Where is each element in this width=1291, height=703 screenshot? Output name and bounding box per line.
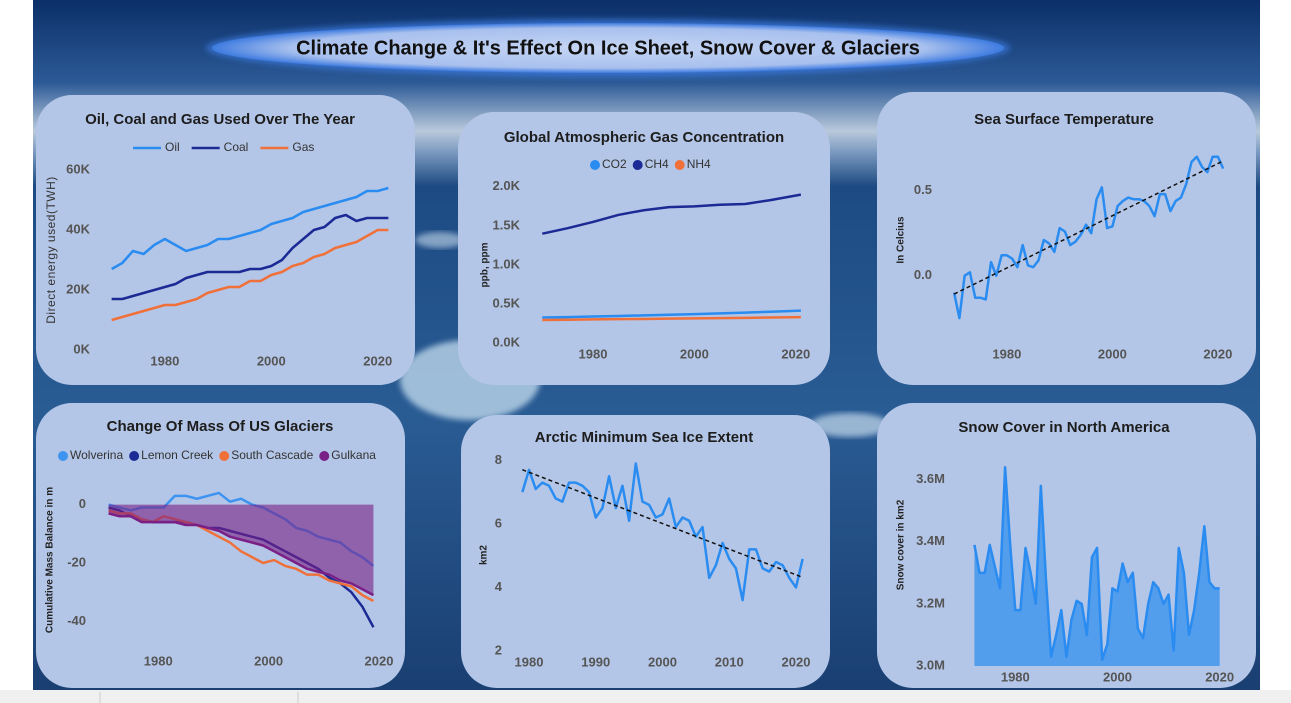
y-tick-label: 60K (66, 161, 90, 176)
legend-marker (674, 160, 685, 170)
x-tick-label: 2000 (680, 346, 709, 361)
x-tick-label: 1980 (150, 353, 179, 368)
y-tick-label: 0K (73, 341, 90, 356)
line (542, 309, 801, 319)
status-bar (0, 690, 1291, 703)
x-tick-label: 1980 (579, 346, 608, 361)
panel (36, 403, 405, 688)
x-tick-label: 2000 (257, 353, 286, 368)
y-tick-label: 2 (495, 642, 502, 657)
y-tick-label: 0.5K (493, 295, 521, 310)
chart-title: Arctic Minimum Sea Ice Extent (535, 429, 753, 446)
ice-floe (810, 413, 890, 437)
y-tick-label: 1.5K (493, 217, 521, 232)
legend-label: CO2 (602, 157, 627, 171)
line (111, 228, 389, 322)
line (521, 462, 804, 602)
chart-title: Global Atmospheric Gas Concentration (504, 129, 784, 146)
y-tick-label: 3.6M (916, 471, 945, 486)
y-tick-label: 0.0 (914, 267, 932, 282)
y-tick-label: 6 (495, 515, 502, 530)
legend-label: Lemon Creek (141, 448, 214, 462)
x-tick-label: 1980 (144, 653, 173, 668)
x-tick-label: 2020 (365, 653, 394, 668)
legend-marker (129, 451, 140, 461)
legend-marker (319, 451, 330, 461)
x-tick-label: 2020 (1203, 346, 1232, 361)
line (108, 512, 375, 597)
y-tick-label: 2.0K (493, 178, 521, 193)
x-tick-label: 2000 (1098, 346, 1127, 361)
legend-label: NH4 (687, 157, 711, 171)
area (108, 504, 374, 596)
y-tick-label: 4 (495, 579, 503, 594)
chart-title: Change Of Mass Of US Glaciers (107, 418, 334, 435)
x-tick-label: 1980 (1001, 669, 1030, 684)
chart-title: Sea Surface Temperature (974, 111, 1154, 128)
line (973, 465, 1220, 662)
dashboard-title: Climate Change & It's Effect On Ice Shee… (296, 37, 920, 59)
y-tick-label: 1.0K (493, 256, 521, 271)
y-axis-label: Direct energy used(TWH) (44, 176, 58, 324)
y-axis-label: In Celcius (896, 216, 907, 264)
y-tick-label: 0.5 (914, 182, 932, 197)
x-tick-label: 2020 (363, 353, 392, 368)
y-tick-label: 8 (495, 452, 502, 467)
y-tick-label: 40K (66, 221, 90, 236)
y-tick-label: 3.4M (916, 533, 945, 548)
y-tick-label: 0.0K (493, 334, 521, 349)
legend-marker (58, 451, 68, 461)
line (952, 155, 1225, 320)
trend-line (953, 160, 1224, 295)
y-tick-label: -20 (67, 554, 86, 569)
x-tick-label: 2020 (781, 346, 810, 361)
y-tick-label: -40 (67, 613, 86, 628)
line (542, 193, 802, 235)
title-banner (212, 23, 1004, 73)
x-tick-label: 2000 (254, 653, 283, 668)
x-tick-label: 2020 (1205, 669, 1234, 684)
legend-label: Gulkana (331, 448, 376, 462)
legend-marker (219, 451, 230, 461)
x-tick-label: 2020 (782, 654, 811, 669)
line (111, 213, 389, 301)
x-tick-label: 2010 (715, 654, 744, 669)
chart-title: Oil, Coal and Gas Used Over The Year (85, 111, 355, 128)
x-tick-label: 1980 (992, 346, 1021, 361)
legend-label: CH4 (645, 157, 669, 171)
y-tick-label: 0 (79, 496, 86, 511)
x-tick-label: 1990 (581, 654, 610, 669)
legend-label: South Cascade (231, 448, 313, 462)
x-tick-label: 2000 (648, 654, 677, 669)
line (111, 186, 389, 271)
x-tick-label: 2000 (1103, 669, 1132, 684)
legend-label: Coal (224, 140, 249, 154)
ice-floe (415, 232, 465, 248)
y-axis-label: km2 (479, 545, 490, 565)
x-tick-label: 1980 (515, 654, 544, 669)
legend-marker (632, 160, 643, 170)
y-tick-label: 3.2M (916, 595, 945, 610)
legend-label: Oil (165, 140, 180, 154)
y-tick-label: 20K (66, 281, 90, 296)
trend-line (522, 469, 803, 579)
y-tick-label: 3.0M (916, 657, 945, 672)
legend-label: Wolverina (70, 448, 123, 462)
panel (461, 415, 830, 688)
legend-marker (590, 160, 600, 170)
y-axis-label: Snow cover in km2 (896, 499, 907, 590)
y-axis-label: ppb, ppm (480, 242, 491, 287)
legend-label: Gas (292, 140, 314, 154)
chart-title: Snow Cover in North America (958, 419, 1170, 436)
y-axis-label: Cumulative Mass Balance in m (45, 487, 56, 633)
line (542, 315, 801, 322)
